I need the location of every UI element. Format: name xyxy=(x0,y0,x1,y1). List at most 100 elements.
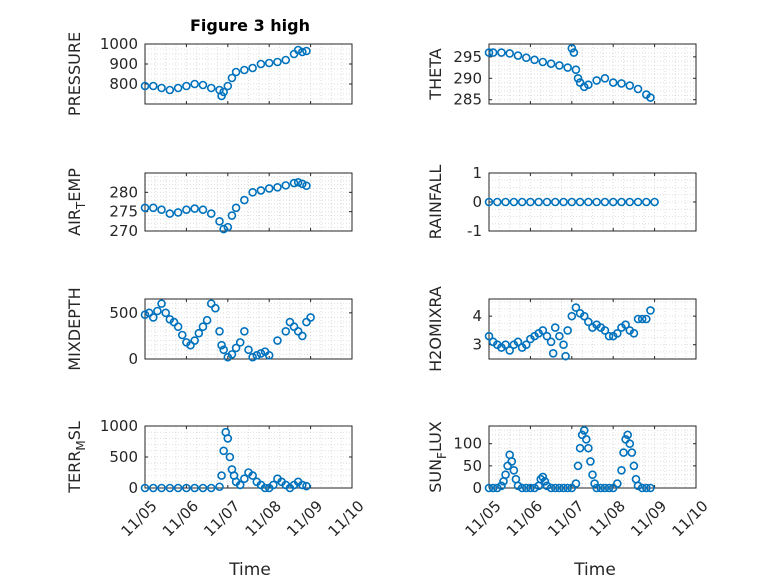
y-tick-label: 290 xyxy=(453,69,482,87)
data-point xyxy=(567,311,577,321)
data-point xyxy=(559,483,568,493)
data-point xyxy=(561,351,570,361)
data-point xyxy=(182,81,191,91)
data-point xyxy=(633,197,643,207)
data-point xyxy=(190,483,199,493)
data-point xyxy=(211,303,220,313)
y-tick-label: 800 xyxy=(109,75,138,93)
data-point xyxy=(497,481,506,491)
data-point xyxy=(550,197,560,207)
data-point xyxy=(182,483,191,493)
data-point xyxy=(298,47,307,57)
data-point xyxy=(509,197,519,207)
data-point xyxy=(244,345,253,355)
data-point xyxy=(223,81,233,91)
data-point xyxy=(590,479,599,488)
data-point xyxy=(215,217,224,226)
data-point xyxy=(571,303,581,312)
data-point xyxy=(579,426,589,435)
data-point xyxy=(596,483,606,493)
y-tick-label: 500 xyxy=(109,304,138,322)
y-axis-label: SUNFLUX xyxy=(426,421,449,493)
data-point xyxy=(273,336,282,345)
data-point xyxy=(173,83,183,93)
x-tick-label: 11/07 xyxy=(200,497,243,540)
data-point xyxy=(140,203,150,213)
data-point xyxy=(563,483,572,493)
data-point xyxy=(526,197,535,207)
y-tick-label: 270 xyxy=(109,222,138,240)
data-point xyxy=(173,322,183,331)
data-point xyxy=(646,93,655,102)
x-tick-label: 11/10 xyxy=(668,497,711,540)
data-point xyxy=(546,59,556,69)
data-point xyxy=(521,340,531,350)
data-point xyxy=(509,465,519,475)
data-point xyxy=(538,326,548,335)
data-point xyxy=(604,483,614,493)
data-point xyxy=(625,439,635,449)
data-point xyxy=(550,483,560,493)
data-point xyxy=(642,197,651,207)
x-tick-label: 11/10 xyxy=(324,497,367,540)
data-point xyxy=(617,197,626,207)
data-point xyxy=(513,51,523,60)
data-point xyxy=(501,470,510,480)
data-point xyxy=(206,209,216,218)
data-point xyxy=(298,179,307,189)
data-point xyxy=(161,308,170,318)
data-point xyxy=(619,448,628,457)
subplot-mixdepth: 0 500 MIXDEPTH xyxy=(65,287,353,371)
data-point xyxy=(206,483,216,493)
data-point xyxy=(219,224,228,234)
y-tick-label: 1000 xyxy=(100,417,138,435)
data-point xyxy=(621,320,630,330)
data-point xyxy=(488,48,498,57)
data-point xyxy=(198,80,208,90)
data-point xyxy=(650,197,659,207)
data-point xyxy=(592,483,601,493)
data-point xyxy=(625,197,635,207)
data-point xyxy=(497,48,506,57)
data-point xyxy=(563,326,572,335)
y-tick-label: 1 xyxy=(472,164,482,182)
data-point xyxy=(173,208,183,217)
data-point xyxy=(567,197,577,207)
y-tick-label: 0 xyxy=(128,350,138,368)
data-point xyxy=(223,434,233,443)
data-point xyxy=(536,474,546,484)
data-point xyxy=(281,327,291,336)
data-point xyxy=(484,48,494,57)
data-point xyxy=(573,73,583,83)
figure-title: Figure 3 high xyxy=(190,16,310,35)
data-point xyxy=(293,45,303,55)
data-point xyxy=(492,197,502,207)
data-point xyxy=(248,352,257,362)
data-point xyxy=(627,448,637,457)
data-point xyxy=(573,461,583,471)
y-axis-label: H2OMIXRA xyxy=(426,286,445,372)
data-point xyxy=(559,197,568,207)
data-point xyxy=(530,55,539,65)
data-point xyxy=(165,85,175,95)
x-tick-label: 11/05 xyxy=(461,497,504,540)
data-point xyxy=(240,195,249,205)
plot-area xyxy=(488,43,697,105)
data-point xyxy=(157,83,166,93)
data-point xyxy=(215,482,224,492)
data-point xyxy=(592,197,601,207)
y-tick-label: 285 xyxy=(453,91,482,109)
data-point xyxy=(579,82,589,92)
data-point xyxy=(600,483,610,493)
data-point xyxy=(140,483,150,493)
data-point xyxy=(248,63,257,73)
data-point xyxy=(140,310,150,319)
data-point xyxy=(517,483,527,493)
data-point xyxy=(281,55,291,65)
data-point xyxy=(586,457,595,466)
data-point xyxy=(559,340,568,350)
x-tick-label: 11/08 xyxy=(586,497,629,540)
data-point xyxy=(571,65,581,75)
data-point xyxy=(248,188,257,197)
